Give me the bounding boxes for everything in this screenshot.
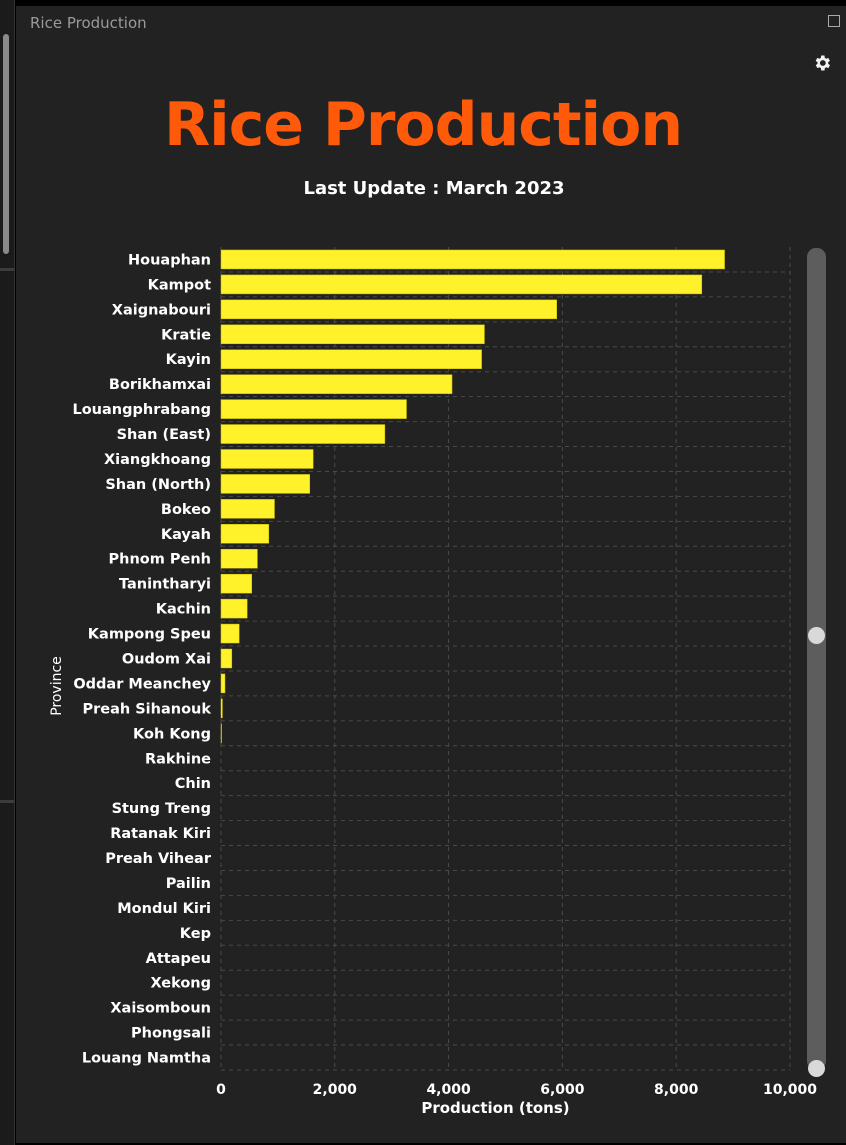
bar — [220, 524, 270, 544]
y-category-label: Kampot — [148, 277, 211, 293]
y-category-label: Kampong Speu — [88, 627, 211, 643]
y-category-label: Pailin — [166, 876, 211, 892]
bar — [220, 698, 223, 719]
y-category-label: Xiangkhoang — [104, 452, 211, 468]
y-category-label: Ratanak Kiri — [110, 826, 211, 842]
y-category-label: Chin — [175, 776, 211, 792]
y-category-label: Xaisomboun — [110, 1001, 211, 1017]
y-category-label: Xekong — [150, 976, 211, 992]
x-tick-label: 0 — [216, 1082, 226, 1098]
y-category-label: Koh Kong — [133, 726, 211, 742]
panel-title: Rice Production — [30, 14, 147, 32]
y-category-label: Shan (North) — [105, 477, 211, 493]
bar — [220, 324, 485, 345]
bar — [220, 723, 222, 744]
y-category-label: Houaphan — [128, 252, 211, 268]
dock-divider — [0, 800, 14, 803]
x-tick-label: 6,000 — [540, 1082, 585, 1098]
scroll-handle-top[interactable] — [808, 627, 825, 644]
y-axis-title: Province — [49, 656, 65, 716]
chart-scrollbar[interactable] — [807, 248, 826, 1070]
bar — [220, 499, 275, 519]
y-category-label: Attapeu — [146, 951, 211, 967]
y-category-label: Shan (East) — [117, 427, 211, 443]
bar — [220, 673, 226, 694]
bar — [220, 623, 240, 644]
y-category-label: Tanintharyi — [119, 577, 211, 593]
bar — [220, 573, 252, 594]
bar — [220, 449, 314, 469]
x-tick-label: 2,000 — [313, 1082, 358, 1098]
y-category-label: Louang Namtha — [82, 1051, 211, 1067]
y-category-label: Preah Vihear — [105, 851, 212, 867]
x-tick-label: 4,000 — [426, 1082, 471, 1098]
maximize-icon[interactable] — [828, 15, 840, 27]
chart-panel: Rice Production — [16, 6, 846, 1143]
y-category-label: Rakhine — [145, 751, 211, 767]
y-category-label: Kayah — [161, 527, 211, 543]
y-category-label: Stung Treng — [112, 801, 211, 817]
y-category-label: Borikhamxai — [109, 377, 211, 393]
dock-divider — [0, 268, 14, 271]
bar — [220, 374, 453, 394]
y-category-label: Kayin — [166, 352, 211, 368]
bar — [220, 474, 311, 494]
y-category-label: Oudom Xai — [122, 652, 211, 668]
bar — [220, 548, 258, 569]
scroll-handle-bottom[interactable] — [808, 1060, 825, 1077]
x-tick-label: 10,000 — [763, 1082, 817, 1098]
chart-title: Rice Production — [163, 90, 683, 160]
bar — [220, 399, 407, 419]
y-category-label: Phnom Penh — [109, 552, 212, 568]
y-category-label: Mondul Kiri — [117, 901, 211, 917]
y-category-label: Kratie — [161, 327, 211, 343]
y-category-label: Bokeo — [161, 502, 211, 518]
x-tick-label: 8,000 — [654, 1082, 699, 1098]
chart-subtitle: Last Update : March 2023 — [303, 178, 565, 199]
bar — [220, 274, 703, 295]
y-category-label: Xaignabouri — [112, 302, 211, 318]
left-dock-strip — [0, 0, 15, 1145]
left-scrollbar[interactable] — [3, 34, 9, 254]
y-category-label: Louangphrabang — [72, 402, 211, 418]
bar — [220, 648, 233, 669]
bar — [220, 299, 557, 320]
y-category-label: Phongsali — [131, 1026, 211, 1042]
y-category-label: Kep — [180, 926, 211, 942]
y-category-label: Preah Sihanouk — [82, 701, 211, 717]
bar — [220, 598, 248, 619]
bar — [220, 424, 386, 444]
gear-icon[interactable] — [812, 53, 832, 73]
y-category-label: Kachin — [156, 602, 211, 618]
y-category-label: Oddar Meanchey — [73, 676, 211, 692]
bar — [220, 249, 725, 270]
x-axis-title: Production (tons) — [421, 1099, 569, 1117]
bar — [220, 349, 482, 369]
